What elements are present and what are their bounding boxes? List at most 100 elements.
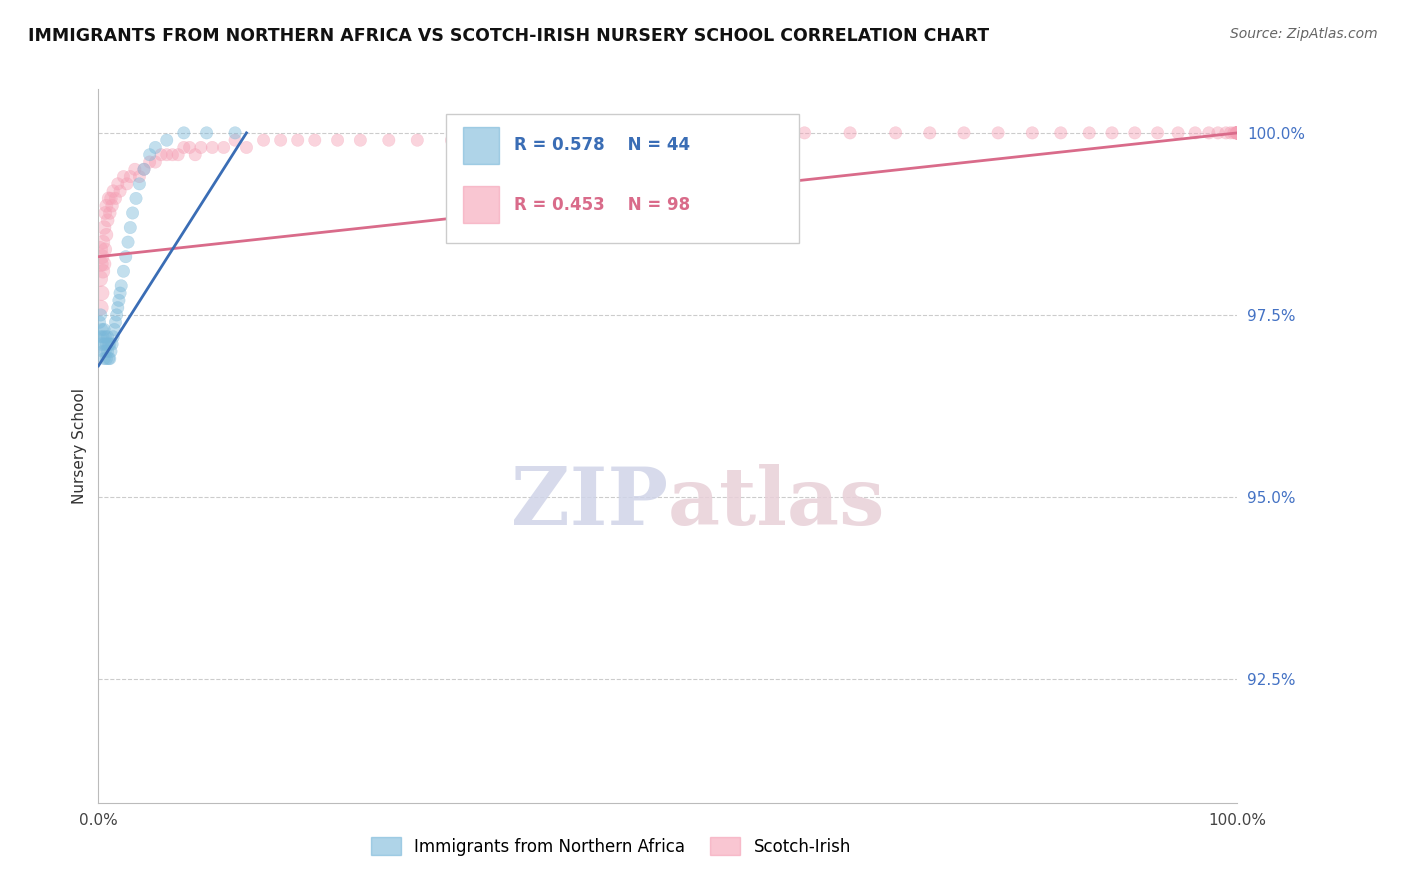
Point [115, 177, 138, 191]
Point [90, 257, 112, 271]
Point [94, 344, 117, 359]
Point [101, 337, 124, 351]
Point [987, 126, 1010, 140]
Point [156, 133, 179, 147]
Point [349, 133, 371, 147]
Point [1226, 126, 1249, 140]
Point [173, 140, 195, 154]
Point [96, 337, 118, 351]
Point [576, 133, 599, 147]
Point [93, 220, 115, 235]
Point [304, 133, 326, 147]
Point [440, 133, 463, 147]
Point [1226, 126, 1249, 140]
Point [1219, 126, 1241, 140]
Point [378, 133, 401, 147]
Point [1226, 126, 1249, 140]
Point [184, 147, 207, 161]
Point [104, 191, 127, 205]
Point [105, 308, 128, 322]
Point [100, 344, 122, 359]
Point [1226, 126, 1249, 140]
Point [145, 140, 167, 154]
Point [1049, 126, 1071, 140]
Point [107, 301, 129, 315]
Point [120, 220, 142, 235]
Y-axis label: Nursery School: Nursery School [72, 388, 87, 504]
Text: R = 0.453    N = 98: R = 0.453 N = 98 [515, 196, 690, 214]
Point [108, 184, 131, 198]
Point [96, 199, 118, 213]
Point [138, 155, 160, 169]
Bar [463, 186, 499, 223]
Point [918, 126, 941, 140]
Text: atlas: atlas [668, 464, 886, 542]
Point [179, 140, 201, 154]
Point [90, 301, 112, 315]
Point [287, 133, 309, 147]
Point [224, 133, 246, 147]
Point [167, 147, 190, 161]
Point [107, 177, 129, 191]
Point [1021, 126, 1043, 140]
Point [748, 126, 770, 140]
Point [1078, 126, 1101, 140]
Point [101, 199, 124, 213]
Point [90, 330, 112, 344]
Point [128, 169, 150, 184]
Point [93, 322, 115, 336]
Point [94, 243, 117, 257]
Point [89, 243, 111, 257]
Bar [463, 127, 499, 164]
Point [162, 147, 184, 161]
Point [1101, 126, 1123, 140]
Point [1146, 126, 1168, 140]
Point [117, 235, 139, 249]
Point [97, 351, 120, 366]
Point [1226, 126, 1249, 140]
Point [90, 308, 112, 322]
Point [195, 126, 218, 140]
Point [96, 213, 118, 227]
Point [90, 286, 112, 301]
Point [104, 315, 127, 329]
Point [103, 184, 125, 198]
Point [1225, 126, 1247, 140]
Point [612, 133, 634, 147]
Point [150, 147, 173, 161]
Point [89, 271, 111, 285]
Point [235, 140, 257, 154]
Point [252, 133, 274, 147]
Point [679, 126, 702, 140]
Point [112, 169, 135, 184]
Point [1226, 126, 1249, 140]
Point [93, 351, 115, 366]
Point [1226, 126, 1249, 140]
Point [132, 162, 155, 177]
Point [1226, 126, 1249, 140]
Point [103, 330, 125, 344]
Point [120, 169, 142, 184]
Point [96, 330, 118, 344]
Point [91, 330, 114, 344]
Point [96, 344, 118, 359]
Point [108, 293, 131, 308]
Point [90, 337, 112, 351]
Point [1206, 126, 1229, 140]
Point [190, 140, 212, 154]
Point [121, 206, 143, 220]
Point [112, 264, 135, 278]
Point [953, 126, 976, 140]
Point [543, 133, 565, 147]
Point [125, 191, 148, 205]
Point [90, 250, 112, 264]
Point [1123, 126, 1146, 140]
Point [110, 278, 132, 293]
Point [97, 191, 120, 205]
Point [224, 126, 246, 140]
Point [91, 235, 114, 249]
Point [474, 133, 496, 147]
Point [1215, 126, 1237, 140]
Point [124, 162, 146, 177]
Point [645, 126, 668, 140]
